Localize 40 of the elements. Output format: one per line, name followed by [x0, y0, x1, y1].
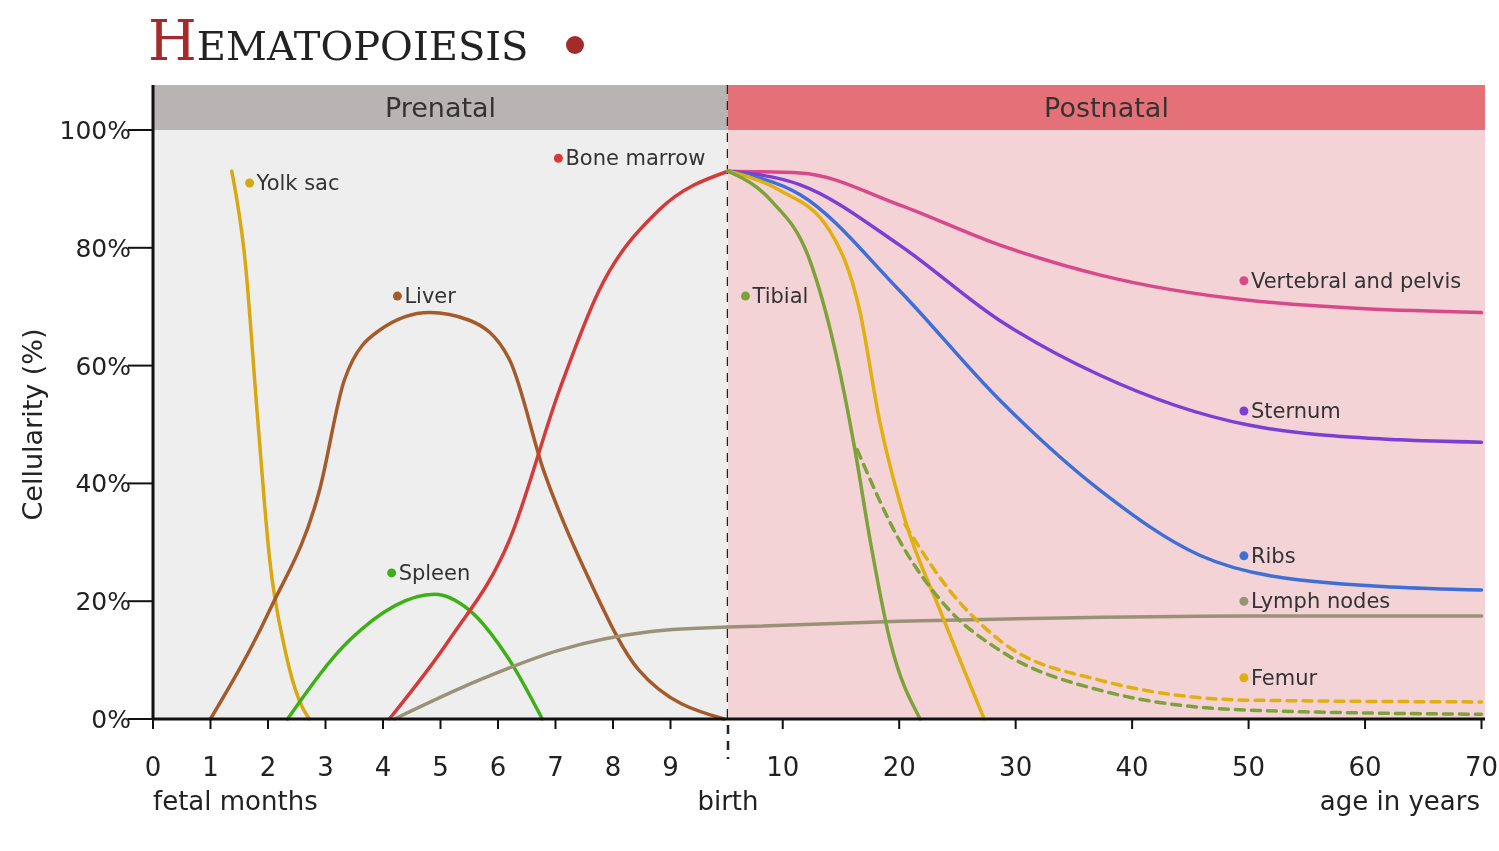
x-tick-label: 2: [259, 752, 277, 782]
legend-label: Femur: [1250, 665, 1318, 690]
y-tick-label: 60%: [75, 351, 131, 381]
x-tick-label: 50: [1232, 752, 1266, 782]
legend-label: Vertebral and pelvis: [1250, 268, 1462, 293]
y-axis-title: Cellularity (%): [17, 328, 48, 521]
y-tick-label: 40%: [75, 469, 131, 499]
y-tick-label: 20%: [75, 587, 131, 617]
x-tick-label: 10: [766, 752, 800, 782]
x-tick-label: 8: [604, 752, 622, 782]
x-tick-label: 6: [489, 752, 507, 782]
x-tick-label: 3: [317, 752, 334, 782]
x-tick-label: 20: [882, 752, 916, 782]
y-tick-label: 100%: [59, 116, 131, 145]
y-tick-label: 80%: [75, 233, 131, 263]
x-tick-label: 0: [144, 752, 162, 782]
x-tick-label: 7: [547, 752, 564, 782]
y-tick-label: 0%: [91, 705, 131, 734]
band-label: Postnatal: [1044, 92, 1169, 123]
x-tick-label: 40: [1115, 752, 1149, 782]
x-tick-label: 70: [1464, 752, 1499, 782]
legend-label: Yolk sac: [255, 171, 340, 196]
legend-label: Spleen: [398, 560, 471, 585]
ref-line-label: birth: [697, 786, 759, 816]
x-tick-label: 1: [202, 752, 219, 782]
legend-label: Bone marrow: [565, 146, 706, 171]
legend-label: Lymph nodes: [1250, 589, 1391, 614]
chart-title: HEMATOPOIESIS: [148, 8, 529, 73]
legend-label: Liver: [404, 284, 457, 309]
x-axis-title: age in years: [1319, 786, 1480, 816]
x-tick-label: 4: [374, 752, 392, 782]
x-tick-label: 9: [662, 752, 679, 782]
legend-label: Tibial: [751, 284, 809, 309]
x-axis-title: fetal months: [153, 786, 318, 816]
x-tick-label: 30: [999, 752, 1033, 782]
x-tick-label: 5: [432, 752, 449, 782]
x-tick-label: 60: [1348, 752, 1382, 782]
band-label: Prenatal: [384, 92, 497, 123]
legend-label: Ribs: [1250, 543, 1296, 568]
legend-label: Sternum: [1250, 398, 1341, 423]
